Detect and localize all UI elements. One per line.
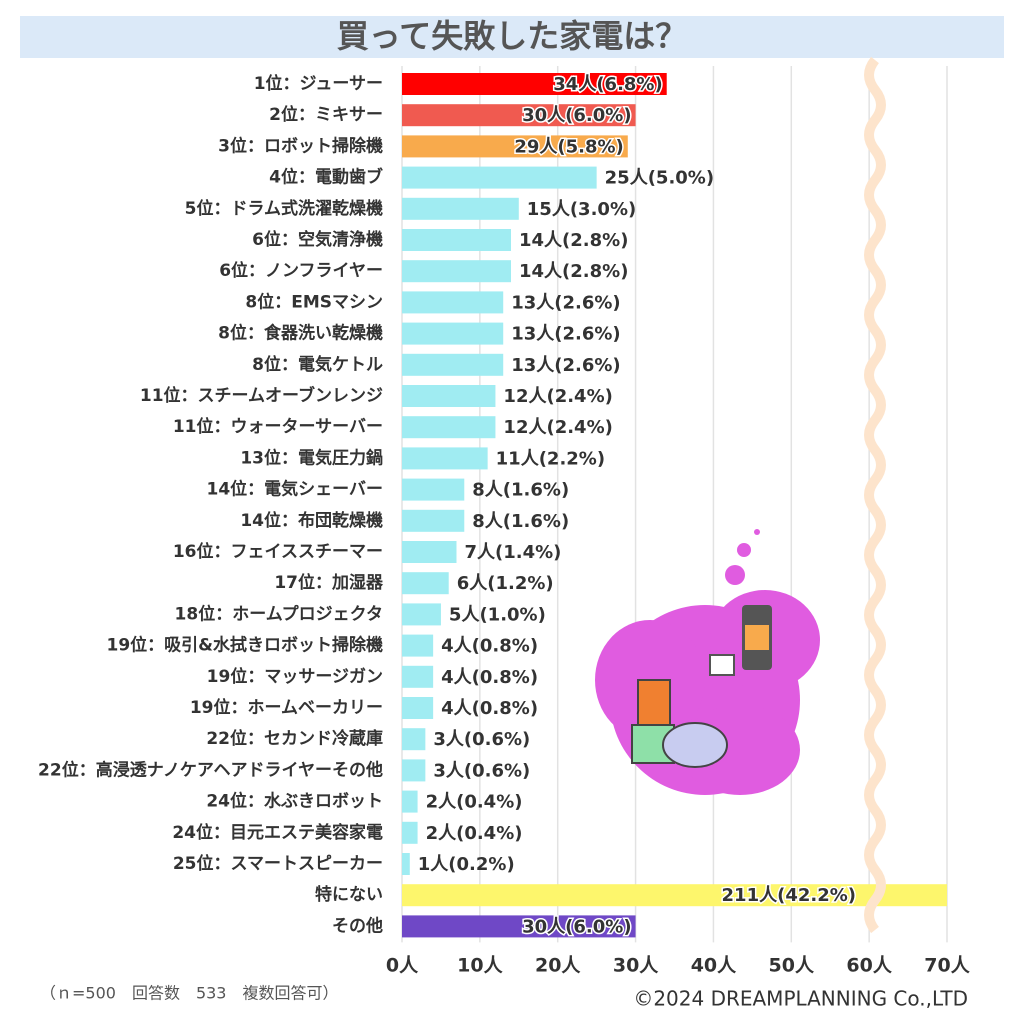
illustration — [595, 529, 820, 795]
x-tick-label: 0人 — [386, 955, 419, 977]
bar — [402, 634, 434, 657]
y-tick-label: 5位：ドラム式洗濯乾燥機 — [185, 198, 383, 219]
y-tick-label: 3位：ロボット掃除機 — [218, 135, 383, 156]
bar — [402, 759, 426, 782]
data-label: 29人(5.8%) — [514, 136, 623, 157]
data-label: 8人(1.6%) — [472, 480, 569, 501]
bar — [402, 73, 667, 95]
y-tick-label: 4位：電動歯ブ — [269, 167, 383, 188]
bar — [402, 603, 441, 626]
bar — [402, 478, 465, 501]
data-label: 211人(42.2%) — [722, 885, 856, 906]
axis-break — [864, 56, 886, 934]
data-label: 2人(0.4%) — [426, 792, 523, 813]
y-tick-label: 8位：EMSマシン — [245, 291, 383, 312]
y-tick-label: 19位：マッサージガン — [207, 666, 383, 687]
bar — [402, 353, 504, 376]
bar — [402, 853, 410, 875]
copyright: ©2024 DREAMPLANNING Co.,LTD — [633, 987, 968, 1011]
data-label: 30人(6.0%) — [522, 105, 631, 126]
data-label: 14人(2.8%) — [519, 261, 628, 282]
x-tick-label: 40人 — [691, 955, 737, 977]
y-tick-label: 8位：電気ケトル — [252, 354, 383, 375]
y-tick-label: 14位：布団乾燥機 — [240, 510, 383, 531]
bar — [402, 197, 519, 220]
y-tick-label: 16位：フェイススチーマー — [173, 541, 383, 562]
y-tick-label: 19位：吸引&水拭きロボット掃除機 — [107, 635, 383, 656]
data-label: 13人(2.6%) — [511, 324, 620, 345]
y-tick-label: 14位：電気シェーバー — [207, 479, 384, 500]
bar — [402, 541, 457, 563]
data-label: 30人(6.0%) — [522, 916, 631, 937]
data-label: 11人(2.2%) — [496, 448, 605, 469]
data-label: 3人(0.6%) — [433, 729, 530, 750]
bar — [402, 322, 504, 345]
y-tick-label: 24位：目元エステ美容家電 — [172, 822, 383, 843]
data-label: 15人(3.0%) — [527, 199, 636, 220]
data-label: 7人(1.4%) — [465, 542, 562, 563]
y-tick-label: 6位：ノンフライヤー — [219, 260, 383, 281]
data-label: 3人(0.6%) — [433, 760, 530, 781]
x-tick-label: 70人 — [924, 955, 970, 977]
y-tick-label: 25位：スマートスピーカー — [173, 853, 383, 874]
title-bar — [20, 16, 1004, 58]
bar — [402, 291, 504, 314]
bar — [402, 790, 418, 813]
data-label: 14人(2.8%) — [519, 230, 628, 251]
chart-title: 買って失敗した家電は？ — [337, 17, 687, 55]
y-tick-label: 17位：加湿器 — [274, 572, 384, 593]
note: （ｎ=500 回答数 533 複数回答可） — [40, 984, 339, 1003]
bar — [402, 166, 597, 189]
bar — [402, 728, 426, 751]
y-tick-label: その他 — [332, 915, 383, 936]
bar — [402, 821, 418, 844]
data-label: 8人(1.6%) — [472, 511, 569, 532]
bar — [402, 665, 434, 688]
bar — [402, 104, 636, 127]
y-tick-label: 18位：ホームプロジェクタ — [175, 603, 383, 624]
y-tick-label: 22位：セカンド冷蔵庫 — [206, 728, 383, 749]
y-tick-label: 19位：ホームベーカリー — [190, 697, 383, 718]
data-label: 4人(0.8%) — [441, 698, 538, 719]
bar — [402, 509, 465, 532]
y-tick-label: 11位：ウォーターサーバー — [173, 416, 383, 437]
data-label: 25人(5.0%) — [605, 168, 714, 189]
x-tick-label: 30人 — [613, 955, 659, 977]
data-label: 13人(2.6%) — [511, 292, 620, 313]
x-tick-label: 10人 — [457, 955, 503, 977]
x-tick-label: 60人 — [846, 955, 892, 977]
y-tick-label: 特にない — [315, 884, 383, 905]
data-label: 34人(6.8%) — [553, 74, 662, 95]
bar — [402, 697, 434, 719]
y-tick-label: 13位：電気圧力鍋 — [240, 447, 383, 468]
data-label: 12人(2.4%) — [503, 417, 612, 438]
y-tick-label: 6位：空気清浄機 — [252, 229, 383, 250]
bar — [402, 915, 636, 938]
y-tick-label: 22位：高浸透ナノケアヘアドライヤーその他 — [38, 759, 383, 780]
data-label: 5人(1.0%) — [449, 604, 546, 625]
y-tick-label: 8位：食器洗い乾燥機 — [218, 323, 383, 344]
x-tick-label: 50人 — [769, 955, 815, 977]
y-tick-label: 24位：水ぶきロボット — [206, 791, 383, 812]
y-tick-label: 1位：ジューサー — [254, 73, 383, 94]
bar — [402, 135, 628, 158]
data-label: 6人(1.2%) — [457, 573, 554, 594]
x-tick-label: 20人 — [535, 955, 581, 977]
bar — [402, 447, 488, 470]
data-label: 2人(0.4%) — [426, 823, 523, 844]
data-label: 13人(2.6%) — [511, 355, 620, 376]
bar — [402, 229, 511, 251]
bar — [402, 260, 511, 283]
data-label: 4人(0.8%) — [441, 667, 538, 688]
bar — [402, 884, 947, 907]
data-label: 1人(0.2%) — [418, 854, 515, 875]
data-label: 4人(0.8%) — [441, 636, 538, 657]
data-label: 12人(2.4%) — [503, 386, 612, 407]
y-tick-label: 11位：スチームオーブンレンジ — [140, 385, 383, 406]
y-tick-label: 2位：ミキサー — [269, 104, 383, 125]
bar — [402, 416, 496, 439]
bar — [402, 385, 496, 407]
bar — [402, 572, 449, 595]
